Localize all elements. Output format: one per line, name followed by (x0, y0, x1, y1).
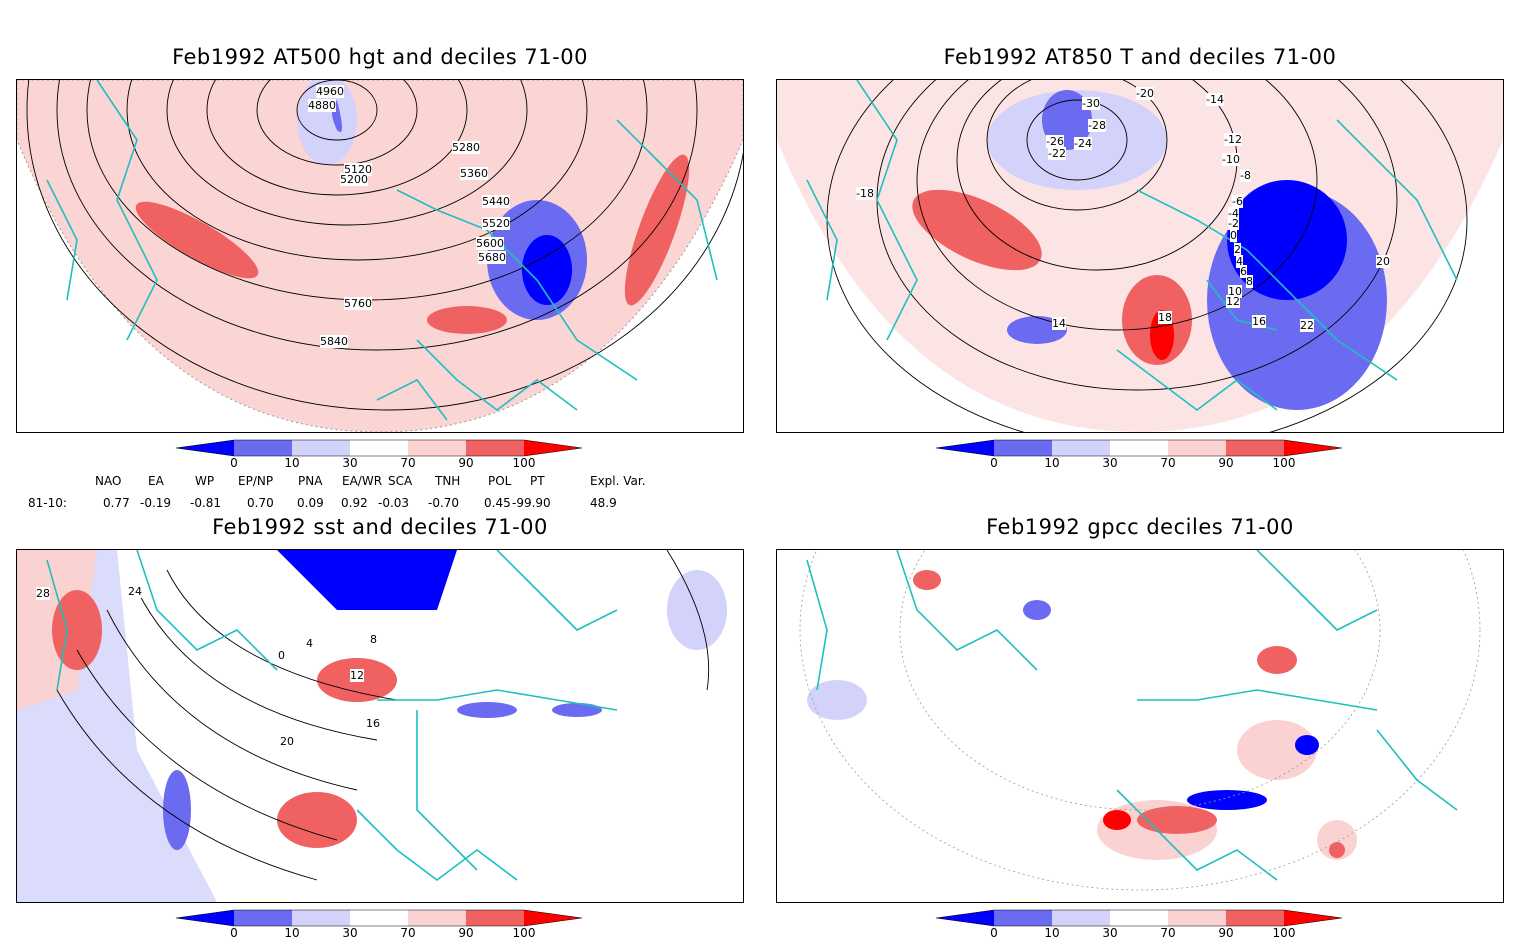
cbar-seg-3 (350, 440, 408, 456)
index-name-explvar: Expl. Var. (590, 474, 646, 488)
cbar-tick-30: 30 (342, 926, 358, 940)
cbar-tick-10: 10 (284, 456, 300, 470)
index-row-label: 81-10: (28, 496, 67, 510)
index-name-nao: NAO (95, 474, 122, 488)
map-svg-sst (17, 550, 727, 902)
cbar-tick-100: 100 (1272, 926, 1296, 940)
index-value-wp: -0.81 (190, 496, 222, 510)
panel-title-sst: Feb1992 sst and deciles 71-00 (212, 515, 548, 539)
cbar-tick-90: 90 (458, 926, 474, 940)
cbar-tick-0: 0 (230, 456, 238, 470)
map-panel-t850 (776, 79, 1504, 433)
cbar-tick-90: 90 (458, 456, 474, 470)
cbar-tick-0: 0 (990, 456, 998, 470)
index-value-pol: 0.45 (484, 496, 511, 510)
index-table: NAO EA WP EP/NP PNA EA/WR SCA TNH POL PT… (0, 474, 760, 514)
index-name-eawr: EA/WR (342, 474, 383, 488)
cbar-tick-70: 70 (1160, 926, 1176, 940)
panel-title-t850: Feb1992 AT850 T and deciles 71-00 (943, 45, 1337, 69)
colorbar-gpcc: 0 10 30 70 90 100 (935, 909, 1356, 950)
index-value-epnp: 0.70 (247, 496, 274, 510)
index-name-pt: PT (530, 474, 545, 488)
index-name-wp: WP (195, 474, 215, 488)
map-panel-gpcc (776, 549, 1504, 903)
index-value-explvar: 48.9 (590, 496, 617, 510)
index-value-eawr: 0.92 (341, 496, 368, 510)
cbar-tick-0: 0 (990, 926, 998, 940)
index-name-pol: POL (488, 474, 512, 488)
cbar-tick-10: 10 (284, 926, 300, 940)
index-value-tnh: -0.70 (428, 496, 460, 510)
index-name-tnh: TNH (435, 474, 461, 488)
index-name-epnp: EP/NP (238, 474, 274, 488)
cbar-seg-1 (234, 440, 292, 456)
colorbar-z500: 0 10 30 70 90 100 (175, 439, 596, 480)
map-svg-gpcc (799, 550, 1481, 891)
map-svg-t850 (777, 80, 1503, 432)
cbar-tick-10: 10 (1044, 456, 1060, 470)
index-name-sca: SCA (388, 474, 413, 488)
cbar-seg-5 (466, 440, 524, 456)
map-panel-z500 (16, 79, 744, 433)
cbar-tick-10: 10 (1044, 926, 1060, 940)
cbar-tick-70: 70 (400, 926, 416, 940)
cbar-seg-2 (292, 440, 350, 456)
cbar-seg-0 (176, 440, 234, 456)
map-panel-sst (16, 549, 744, 903)
cbar-tick-0: 0 (230, 926, 238, 940)
cbar-tick-100: 100 (1272, 456, 1296, 470)
cbar-tick-70: 70 (1160, 456, 1176, 470)
cbar-tick-30: 30 (1102, 456, 1118, 470)
cbar-tick-90: 90 (1218, 926, 1234, 940)
cbar-tick-90: 90 (1218, 456, 1234, 470)
cbar-seg-4 (408, 440, 466, 456)
index-value-sca: -0.03 (378, 496, 410, 510)
index-value-nao: 0.77 (103, 496, 130, 510)
cbar-tick-70: 70 (400, 456, 416, 470)
panel-title-z500: Feb1992 AT500 hgt and deciles 71-00 (172, 45, 588, 69)
colorbar-sst: 0 10 30 70 90 100 (175, 909, 596, 950)
cbar-tick-100: 100 (512, 926, 536, 940)
cbar-tick-30: 30 (342, 456, 358, 470)
index-value-ea: -0.19 (140, 496, 172, 510)
cbar-tick-30: 30 (1102, 926, 1118, 940)
index-name-pna: PNA (298, 474, 323, 488)
cbar-tick-100: 100 (512, 456, 536, 470)
map-svg-z500 (17, 80, 743, 432)
index-value-pna: 0.09 (297, 496, 324, 510)
colorbar-t850: 0 10 30 70 90 100 (935, 439, 1356, 480)
panel-title-gpcc: Feb1992 gpcc deciles 71-00 (986, 515, 1294, 539)
cbar-seg-6 (524, 440, 582, 456)
index-value-pt: -99.90 (512, 496, 551, 510)
index-name-ea: EA (148, 474, 164, 488)
